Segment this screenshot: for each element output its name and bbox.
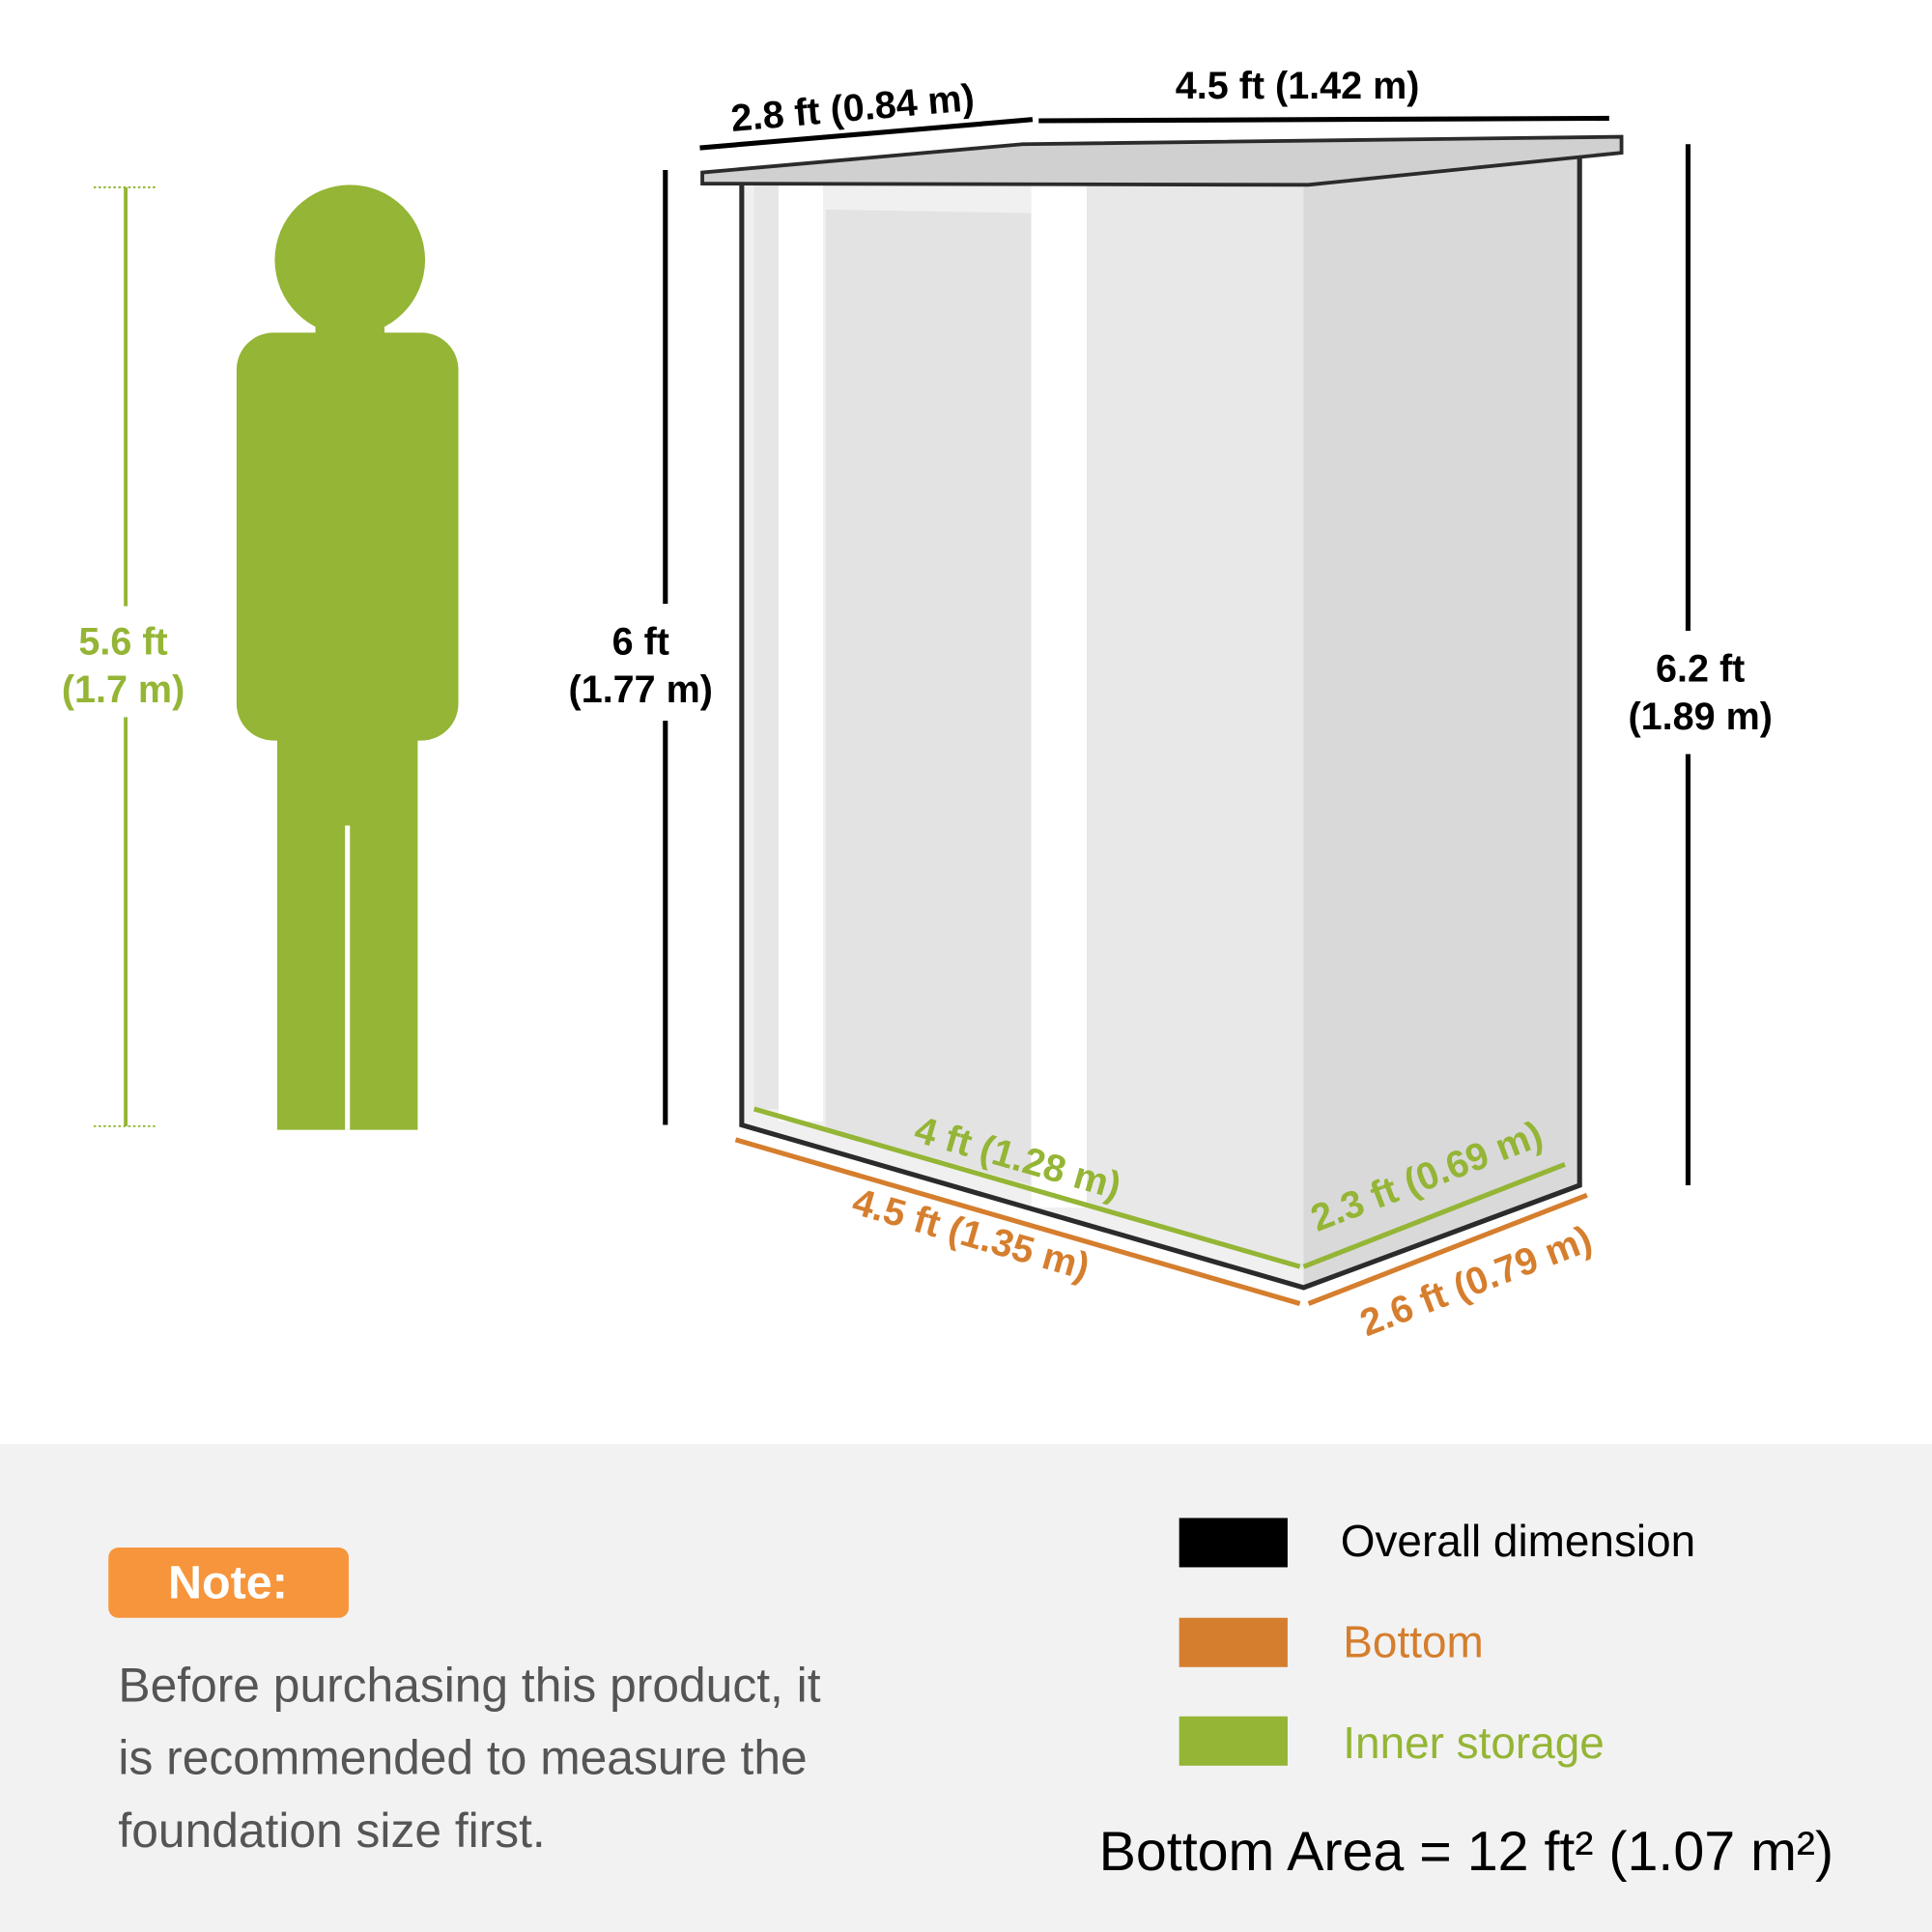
note-line-1: Before purchasing this product, it [118,1658,820,1712]
legend-swatch-inner [1179,1716,1288,1766]
person-height-line [93,185,158,1127]
front-height-ft-label: 6 ft [612,620,669,663]
legend-label-bottom: Bottom [1343,1617,1483,1667]
shed-body [700,134,1624,1291]
legend-label-overall: Overall dimension [1341,1516,1695,1566]
note-line-3: foundation size first. [118,1804,545,1858]
inner-dimension-lines [753,1106,1566,1269]
front-height-m-label: (1.77 m) [569,668,713,711]
note-line-2: is recommended to measure the [118,1731,807,1785]
legend-swatch-overall [1179,1518,1288,1568]
person-height-m: (1.7 m) [62,668,185,711]
overall-dimension-lines [663,115,1690,1186]
roof-width-label: 4.5 ft (1.42 m) [1176,65,1420,107]
back-height-m-label: (1.89 m) [1629,696,1773,738]
person-height-ft: 5.6 ft [78,620,167,663]
note-badge-label: Note: [168,1556,288,1608]
bottom-dimension-lines [734,1137,1588,1306]
person-silhouette [236,185,459,1130]
bottom-area-label: Bottom Area = 12 ft² (1.07 m²) [1099,1821,1834,1883]
back-height-ft-label: 6.2 ft [1656,647,1745,690]
legend-label-inner: Inner storage [1343,1718,1605,1768]
info-panel [0,1443,1932,1932]
note-badge [108,1548,349,1618]
shed-roof [700,134,1624,187]
legend-swatch-bottom [1179,1617,1288,1667]
